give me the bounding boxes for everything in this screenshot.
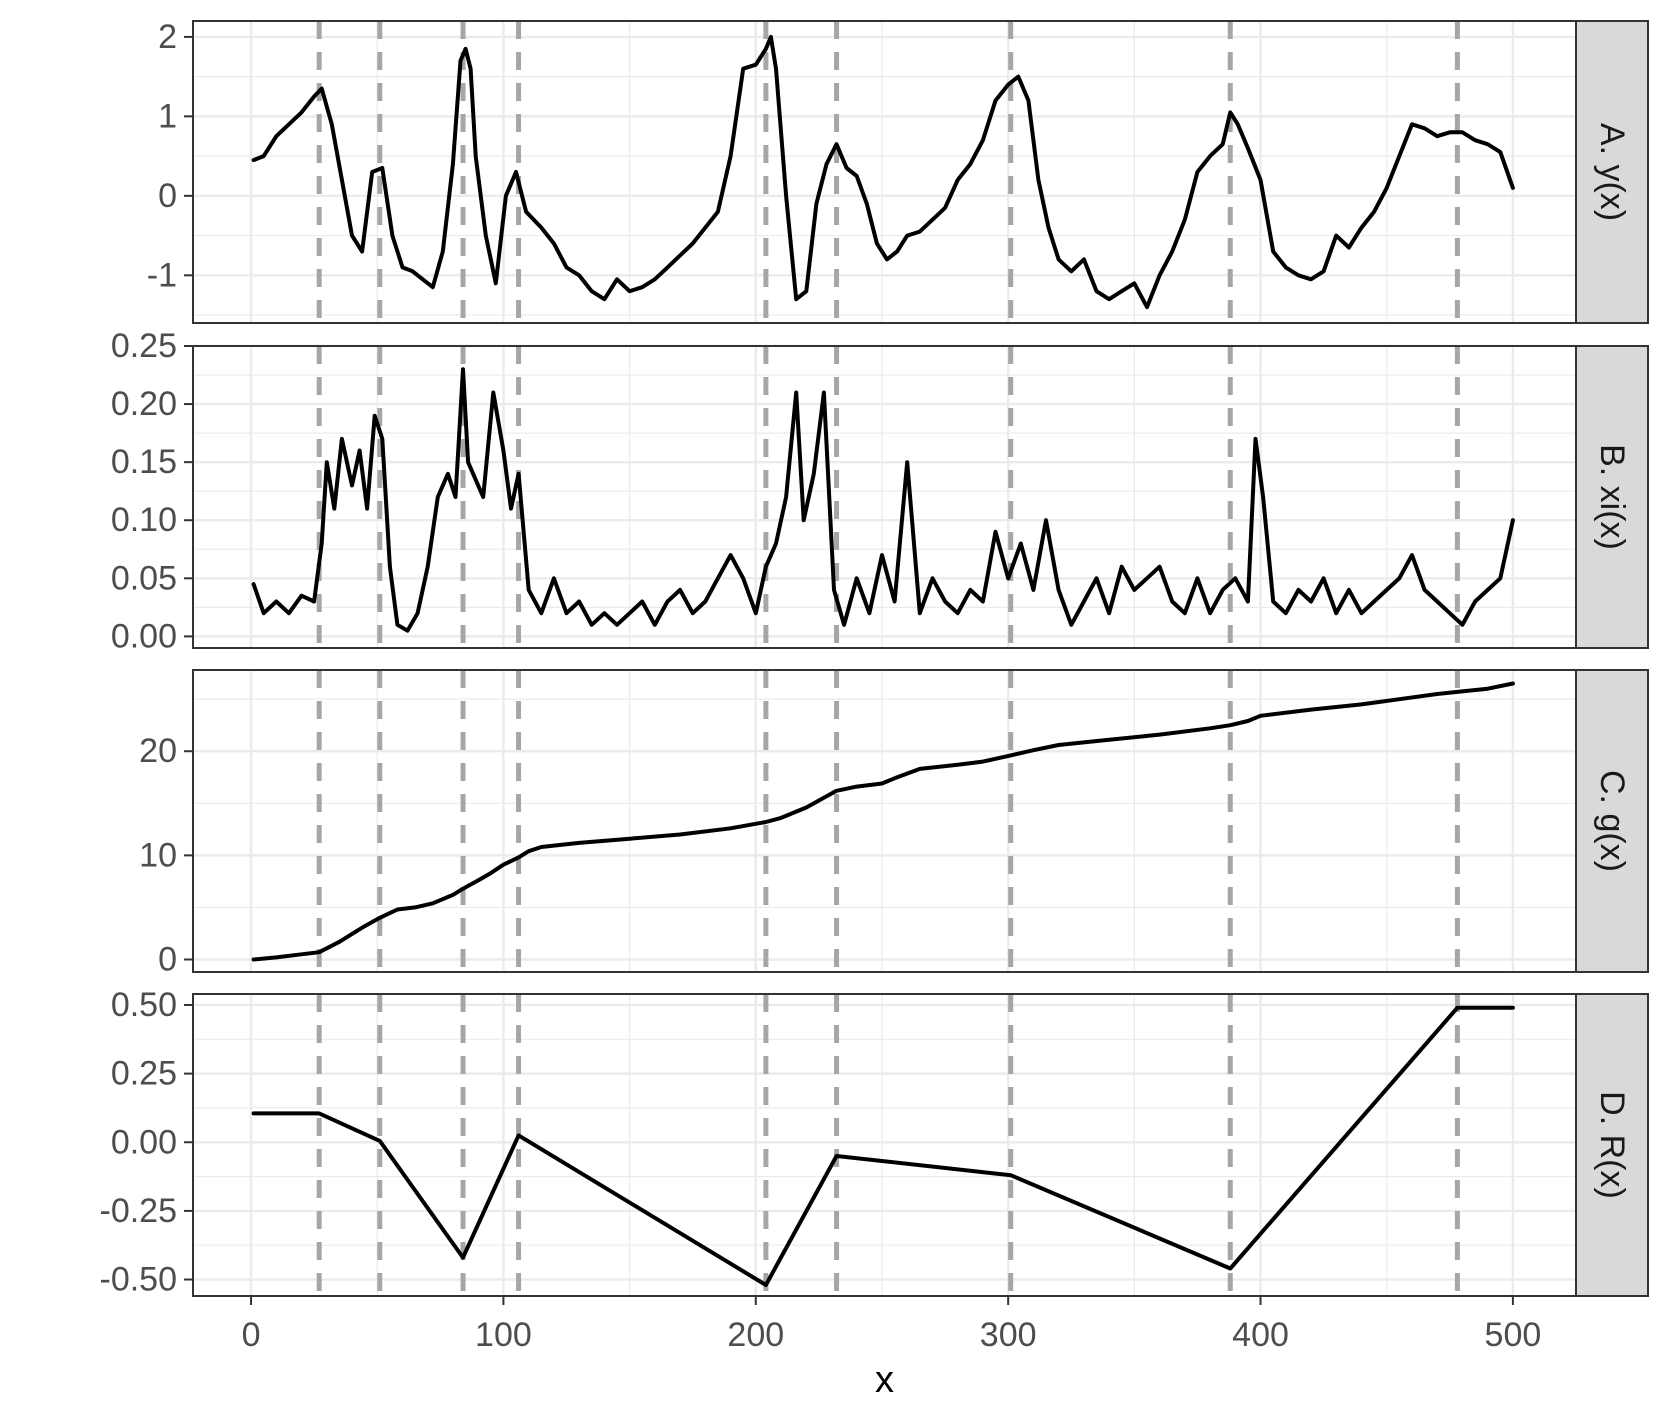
x-tick-label: 300 bbox=[980, 1316, 1037, 1354]
x-tick-label: 100 bbox=[475, 1316, 532, 1354]
x-axis-title: x bbox=[875, 1359, 894, 1401]
x-axis: 0 100 200 300 400 500 bbox=[242, 1296, 1542, 1354]
panel-background bbox=[193, 346, 1576, 648]
y-tick-label: -1 bbox=[147, 256, 177, 294]
panel-3: C. g(x) 0 10 20 bbox=[139, 669, 1649, 979]
x-tick-label: 400 bbox=[1232, 1316, 1289, 1354]
panel-2: B. xi(x) 0.00 0.05 0.10 0.15 0.20 0.25 bbox=[111, 327, 1649, 655]
strip-label: D. R(x) bbox=[1593, 1091, 1631, 1199]
y-tick-label: 2 bbox=[158, 18, 177, 56]
y-tick-label: -0.25 bbox=[100, 1192, 178, 1230]
panel-4: D. R(x) -0.50 -0.25 0.00 0.25 0.50 bbox=[100, 986, 1649, 1299]
y-tick-label: 0.05 bbox=[111, 559, 177, 597]
series-line bbox=[251, 367, 1515, 633]
strip-label: A. y(x) bbox=[1593, 123, 1631, 221]
x-tick-label: 0 bbox=[242, 1316, 261, 1354]
y-tick-label: 0.25 bbox=[111, 1055, 177, 1093]
y-tick-label: 0.20 bbox=[111, 385, 177, 423]
y-tick-label: 0.10 bbox=[111, 501, 177, 539]
strip-background bbox=[1575, 993, 1649, 1297]
y-tick-label: 0 bbox=[158, 177, 177, 215]
strip-label: B. xi(x) bbox=[1593, 444, 1631, 550]
panel-background bbox=[193, 670, 1576, 972]
y-tick-label: 0.15 bbox=[111, 443, 177, 481]
strip-background bbox=[1575, 20, 1649, 324]
strip-label: C. g(x) bbox=[1593, 770, 1631, 872]
y-tick-label: 0 bbox=[158, 941, 177, 979]
x-tick-label: 500 bbox=[1485, 1316, 1542, 1354]
strip-background bbox=[1575, 345, 1649, 649]
panel-background bbox=[193, 21, 1576, 323]
series-line bbox=[251, 34, 1515, 310]
x-tick-label: 200 bbox=[727, 1316, 784, 1354]
chart-panels: A. y(x) -1 0 1 2 B. xi(x) 0.00 0.05 0.10 0.15 0.20… bbox=[100, 18, 1649, 1299]
y-tick-label: 0.25 bbox=[111, 327, 177, 365]
strip-background bbox=[1575, 669, 1649, 973]
y-tick-label: 0.00 bbox=[111, 1123, 177, 1161]
panel-1: A. y(x) -1 0 1 2 bbox=[147, 18, 1649, 324]
y-tick-label: 10 bbox=[139, 836, 177, 874]
y-tick-label: 0.50 bbox=[111, 986, 177, 1024]
series-line bbox=[251, 1005, 1515, 1287]
y-tick-label: 1 bbox=[158, 97, 177, 135]
y-tick-label: -0.50 bbox=[100, 1261, 178, 1299]
y-tick-label: 20 bbox=[139, 732, 177, 770]
series-line bbox=[251, 681, 1515, 962]
y-tick-label: 0.00 bbox=[111, 617, 177, 655]
